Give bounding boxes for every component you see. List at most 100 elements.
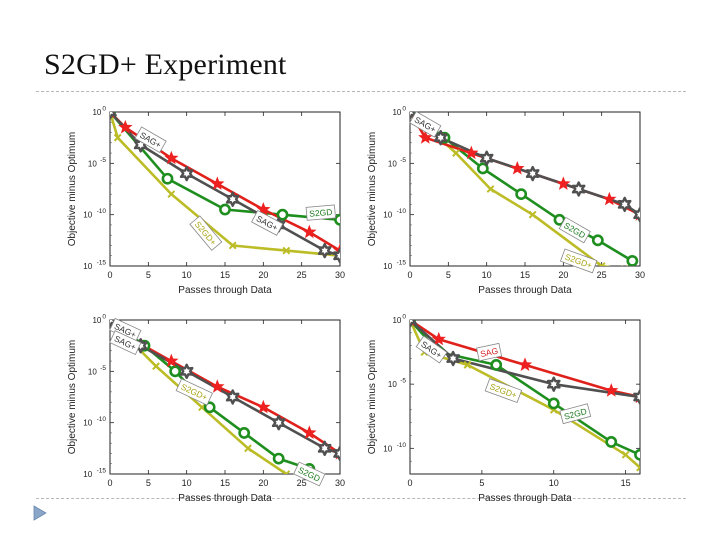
series-label-box [189, 215, 223, 251]
marker-s2gd [591, 234, 604, 247]
y-tick-label: 10 [92, 316, 101, 325]
marker-s2gd [169, 365, 182, 378]
series-label: S2GD [559, 403, 592, 425]
y-tick-label: 10 [83, 419, 92, 428]
x-axis-label: Passes through Data [178, 285, 272, 296]
marker-sag-plus [333, 445, 340, 462]
x-tick-label: 30 [635, 270, 645, 280]
marker-sag-plus [525, 165, 540, 182]
x-tick-label: 15 [520, 270, 530, 280]
y-tick-exponent: 0 [102, 314, 106, 321]
marker-sag-plus [479, 150, 494, 166]
marker-s2gd-plus [113, 133, 122, 142]
marker-sag [517, 357, 533, 371]
marker-s2gd [161, 172, 174, 185]
marker-sag-plus [179, 363, 194, 380]
y-tick-exponent: -10 [397, 442, 407, 449]
marker-sag [431, 331, 446, 346]
y-tick-label: 10 [383, 211, 392, 220]
marker-s2gd [515, 188, 528, 201]
marker-sag [464, 145, 479, 160]
y-tick-exponent: -5 [100, 365, 106, 372]
y-tick-label: 10 [388, 159, 397, 168]
chart-bottom-left: 0 5 10 15 20 25 30 10 0 10 -5 10 -10 10 -15 Passes thro… [62, 308, 352, 508]
marker-sag-plus [617, 196, 632, 213]
y-tick-label: 10 [383, 262, 392, 271]
x-tick-label: 30 [335, 270, 345, 280]
marker-sag [256, 202, 271, 216]
marker-sag-plus [317, 440, 332, 457]
marker-sag-plus [633, 206, 640, 223]
marker-s2gd [605, 436, 618, 448]
y-tick-exponent: -10 [397, 208, 407, 215]
marker-s2gd [276, 208, 289, 221]
marker-sag [556, 176, 571, 190]
x-tick-label: 15 [220, 478, 230, 488]
x-tick-label: 10 [182, 270, 192, 280]
x-tick-label: 25 [597, 270, 607, 280]
nav-arrow-icon[interactable] [33, 505, 47, 521]
marker-s2gd [238, 427, 251, 439]
series-label-box [559, 248, 598, 274]
x-tick-label: 25 [297, 270, 307, 280]
y-tick-label: 10 [92, 108, 101, 117]
marker-sag [256, 399, 271, 414]
x-tick-label: 5 [146, 478, 151, 488]
y-tick-exponent: -15 [97, 260, 107, 267]
marker-s2gd-plus [282, 246, 291, 255]
marker-s2gd [219, 203, 231, 216]
marker-s2gd-plus [463, 361, 472, 369]
marker-s2gd [490, 359, 503, 371]
x-tick-label: 5 [146, 270, 151, 280]
series-line-sag-plus [410, 320, 640, 399]
marker-s2gd [547, 397, 560, 410]
x-tick-label: 20 [558, 270, 568, 280]
series-label-box [409, 111, 442, 138]
slide-title: S2GD+ Experiment [44, 48, 287, 81]
x-tick-label: 30 [335, 478, 345, 488]
marker-s2gd [272, 452, 285, 465]
series-label-box [559, 403, 592, 425]
marker-s2gd-plus [452, 149, 460, 157]
x-tick-label: 5 [446, 270, 451, 280]
marker-s2gd-plus [198, 403, 206, 412]
y-tick-exponent: -10 [97, 416, 107, 423]
marker-s2gd-plus [597, 262, 606, 266]
y-tick-label: 10 [83, 470, 92, 479]
marker-s2gd [626, 254, 639, 266]
marker-s2gd-plus [228, 241, 237, 250]
title-divider [36, 91, 686, 92]
series-label-box [251, 209, 284, 236]
y-tick-exponent: 0 [402, 314, 406, 321]
y-tick-exponent: -5 [400, 378, 406, 385]
marker-sag [602, 191, 617, 206]
marker-sag [210, 176, 225, 190]
x-tick-label: 15 [621, 478, 631, 488]
marker-s2gd-plus [528, 210, 537, 219]
marker-sag [118, 119, 133, 134]
marker-sag-plus [546, 376, 561, 392]
marker-sag [418, 130, 433, 144]
marker-sag [164, 353, 179, 368]
chart-bottom-right: 0 5 10 15 10 0 10 -5 10 -10 Passes through Data Obj… [362, 308, 652, 508]
chart-top-left: 0 5 10 15 20 25 30 10 0 10 -5 10 -10 10 -15 Passes thro… [62, 100, 352, 300]
x-tick-label: 10 [549, 478, 559, 488]
marker-s2gd [476, 162, 489, 175]
series-label: S2GD [305, 204, 336, 221]
x-tick-label: 0 [407, 478, 412, 488]
y-tick-label: 10 [88, 159, 97, 168]
series-label-box [134, 126, 167, 153]
marker-sag-plus [446, 350, 461, 367]
marker-sag-plus [410, 112, 417, 120]
x-tick-label: 5 [479, 478, 484, 488]
series-label: SAG [476, 342, 503, 362]
y-axis-label: Objective minus Optimum [367, 132, 378, 246]
y-tick-exponent: -15 [397, 260, 407, 267]
marker-sag-plus [225, 389, 240, 405]
y-tick-label: 10 [392, 108, 401, 117]
series-group [110, 112, 340, 264]
